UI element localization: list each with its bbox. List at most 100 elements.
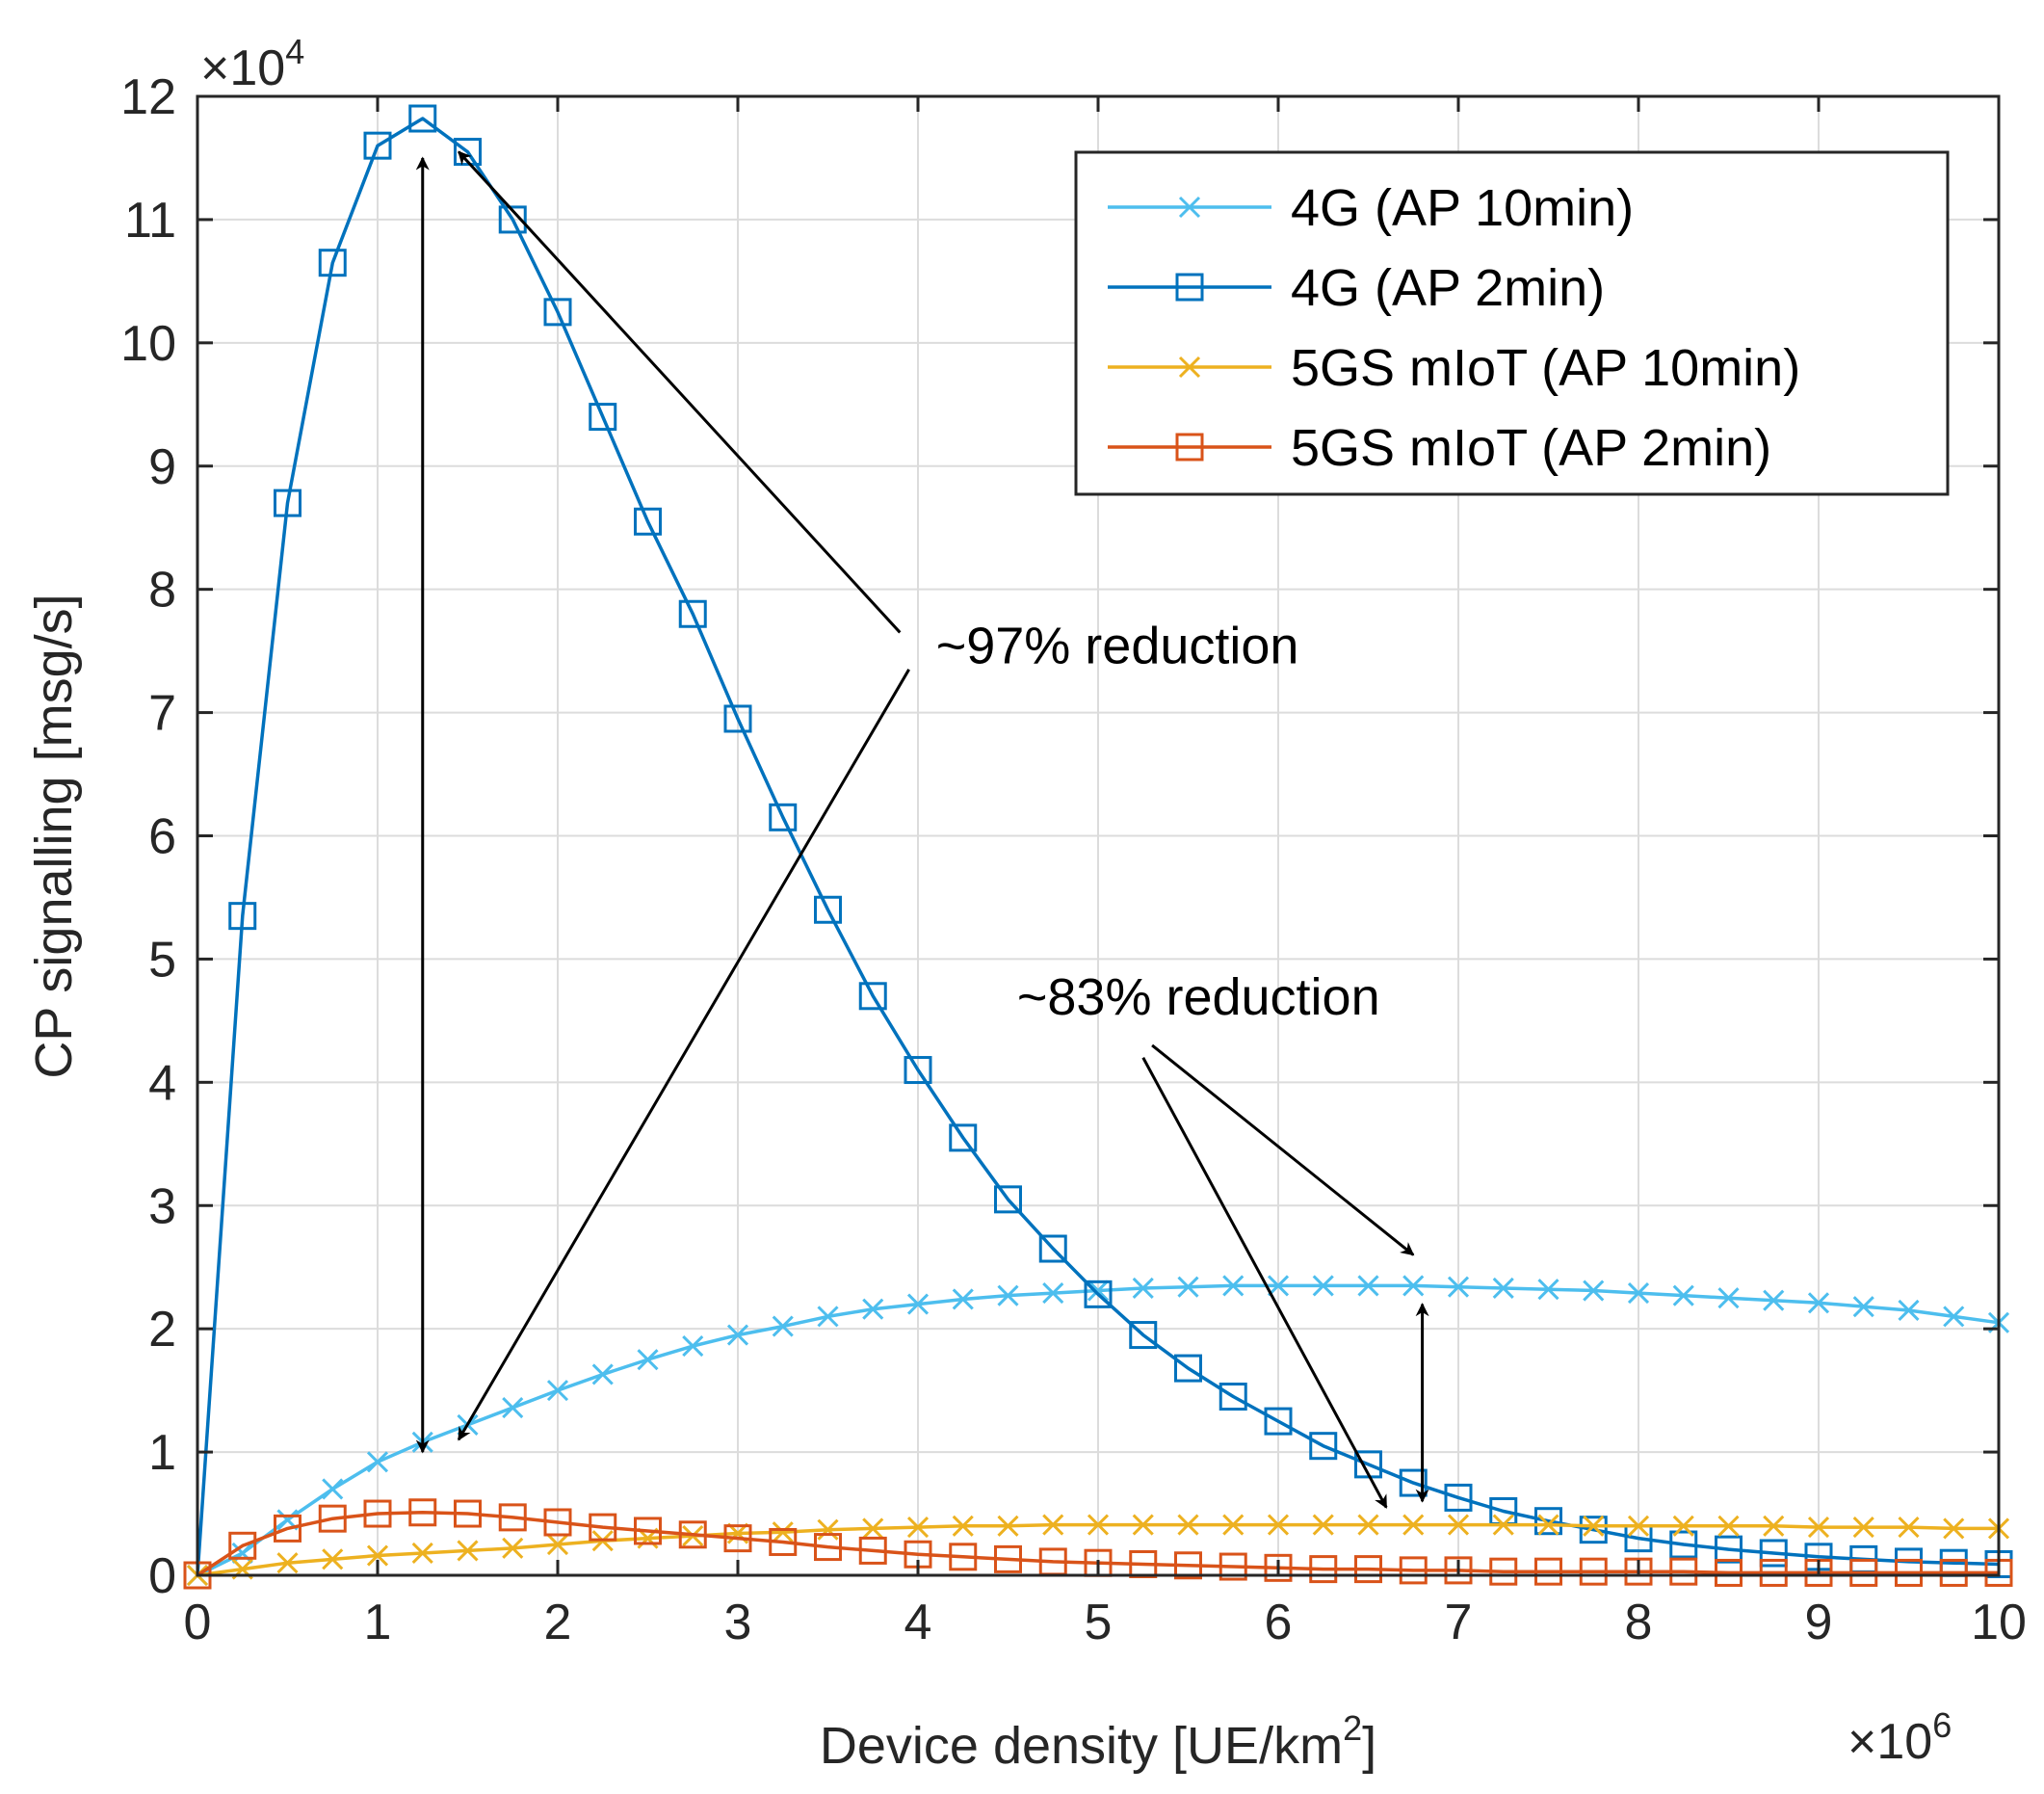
- data-point: [678, 599, 707, 628]
- data-point: [1264, 1553, 1293, 1582]
- series-layer: [183, 104, 2013, 1590]
- data-point: [1715, 1535, 1743, 1564]
- data-point: [1579, 1557, 1608, 1586]
- data-point: [228, 1531, 257, 1560]
- data-point: [817, 1306, 839, 1328]
- y-tick-label: 5: [148, 932, 176, 988]
- data-point: [457, 1540, 479, 1562]
- series-3: [186, 1514, 2010, 1587]
- legend-items: 4G (AP 10min) 4G (AP 2min) 5GS mIoT (AP 10…: [1108, 179, 1800, 477]
- data-point: [1583, 1515, 1605, 1537]
- legend-entry-2: 4G (AP 2min): [1108, 259, 1605, 317]
- data-point: [1852, 1517, 1874, 1539]
- data-point: [1219, 1552, 1247, 1581]
- y-tick-label: 7: [148, 686, 176, 742]
- data-point: [1267, 1275, 1290, 1297]
- data-point: [1309, 1555, 1338, 1584]
- data-point: [498, 205, 527, 234]
- data-point: [1939, 1558, 1968, 1587]
- data-point: [1267, 1514, 1290, 1536]
- legend-entry-1: 4G (AP 10min): [1108, 179, 1634, 237]
- data-point: [1898, 1517, 1920, 1539]
- data-point: [1219, 1383, 1247, 1411]
- data-point: [366, 1451, 389, 1473]
- data-point: [1312, 1275, 1334, 1297]
- data-point: [906, 1517, 930, 1539]
- data-point: [1537, 1279, 1559, 1301]
- data-point: [1174, 1551, 1202, 1580]
- legend-swatch-marker: [1175, 433, 1204, 462]
- data-point: [318, 1504, 347, 1533]
- data-point: [1444, 1483, 1473, 1512]
- y-tick-label: 9: [148, 439, 176, 495]
- data-point: [1402, 1514, 1425, 1536]
- data-point: [1087, 1514, 1110, 1536]
- data-point: [997, 1515, 1019, 1537]
- data-point: [723, 1524, 752, 1553]
- data-point: [1763, 1515, 1785, 1537]
- annotation-arrow: [458, 150, 902, 634]
- data-point: [634, 507, 662, 536]
- y-tick-label: 1: [148, 1425, 176, 1481]
- data-point: [1129, 1321, 1158, 1350]
- data-point: [952, 1515, 974, 1537]
- series-2: [183, 104, 2013, 1590]
- data-point: [546, 1533, 569, 1556]
- data-point: [1264, 1407, 1293, 1436]
- y-tick-label: 2: [148, 1302, 176, 1358]
- x-axis-title: Device density [UE/km2]: [820, 1708, 1376, 1775]
- data-point: [228, 902, 257, 931]
- data-point: [322, 1548, 344, 1570]
- data-point: [589, 1513, 617, 1542]
- data-point: [1534, 1557, 1562, 1586]
- data-point: [723, 704, 752, 733]
- data-point: [411, 1542, 433, 1565]
- annotation-text: ~83% reduction: [1017, 968, 1380, 1026]
- series-1: [186, 1275, 2010, 1587]
- data-point: [498, 1503, 527, 1532]
- data-point: [862, 1298, 884, 1320]
- x-exponent-label: ×106: [1847, 1705, 1952, 1770]
- data-point: [1672, 1284, 1694, 1306]
- y-tick-label: 11: [124, 193, 176, 249]
- data-point: [543, 298, 572, 327]
- data-point: [1084, 1280, 1113, 1308]
- data-point: [817, 1518, 839, 1541]
- data-point: [1583, 1280, 1605, 1302]
- data-point: [1399, 1556, 1428, 1585]
- data-point: [814, 895, 842, 924]
- annotations: ~97% reduction ~83% reduction: [415, 150, 1429, 1509]
- legend: 4G (AP 10min) 4G (AP 2min) 5GS mIoT (AP 10…: [1074, 150, 1950, 496]
- data-point: [1537, 1514, 1559, 1536]
- legend-label: 5GS mIoT (AP 2min): [1291, 419, 1771, 477]
- data-point: [1492, 1277, 1514, 1300]
- data-point: [1132, 1277, 1154, 1300]
- data-point: [1943, 1306, 1965, 1328]
- y-tick-label: 10: [120, 316, 176, 372]
- data-point: [1669, 1557, 1698, 1586]
- data-point: [1759, 1558, 1788, 1587]
- x-tick-label: 10: [1971, 1595, 2027, 1650]
- data-point: [814, 1533, 842, 1562]
- y-exponent-label: ×104: [200, 32, 304, 96]
- data-point: [408, 1498, 437, 1527]
- data-point: [1943, 1517, 1965, 1540]
- data-point: [1579, 1516, 1608, 1544]
- data-point: [1444, 1556, 1473, 1585]
- y-tick-label: 8: [148, 563, 176, 619]
- data-point: [591, 1363, 614, 1385]
- legend-entry-4: 5GS mIoT (AP 2min): [1108, 419, 1771, 477]
- data-point: [1132, 1514, 1154, 1536]
- data-point: [1447, 1276, 1470, 1298]
- data-point: [637, 1349, 659, 1371]
- data-point: [726, 1324, 749, 1346]
- y-tick-label: 12: [120, 69, 176, 125]
- x-tick-label: 0: [184, 1595, 212, 1650]
- data-point: [949, 1123, 978, 1152]
- y-tick-label: 0: [148, 1548, 176, 1604]
- data-point: [1357, 1514, 1379, 1536]
- data-point: [363, 131, 392, 160]
- data-point: [994, 1544, 1022, 1573]
